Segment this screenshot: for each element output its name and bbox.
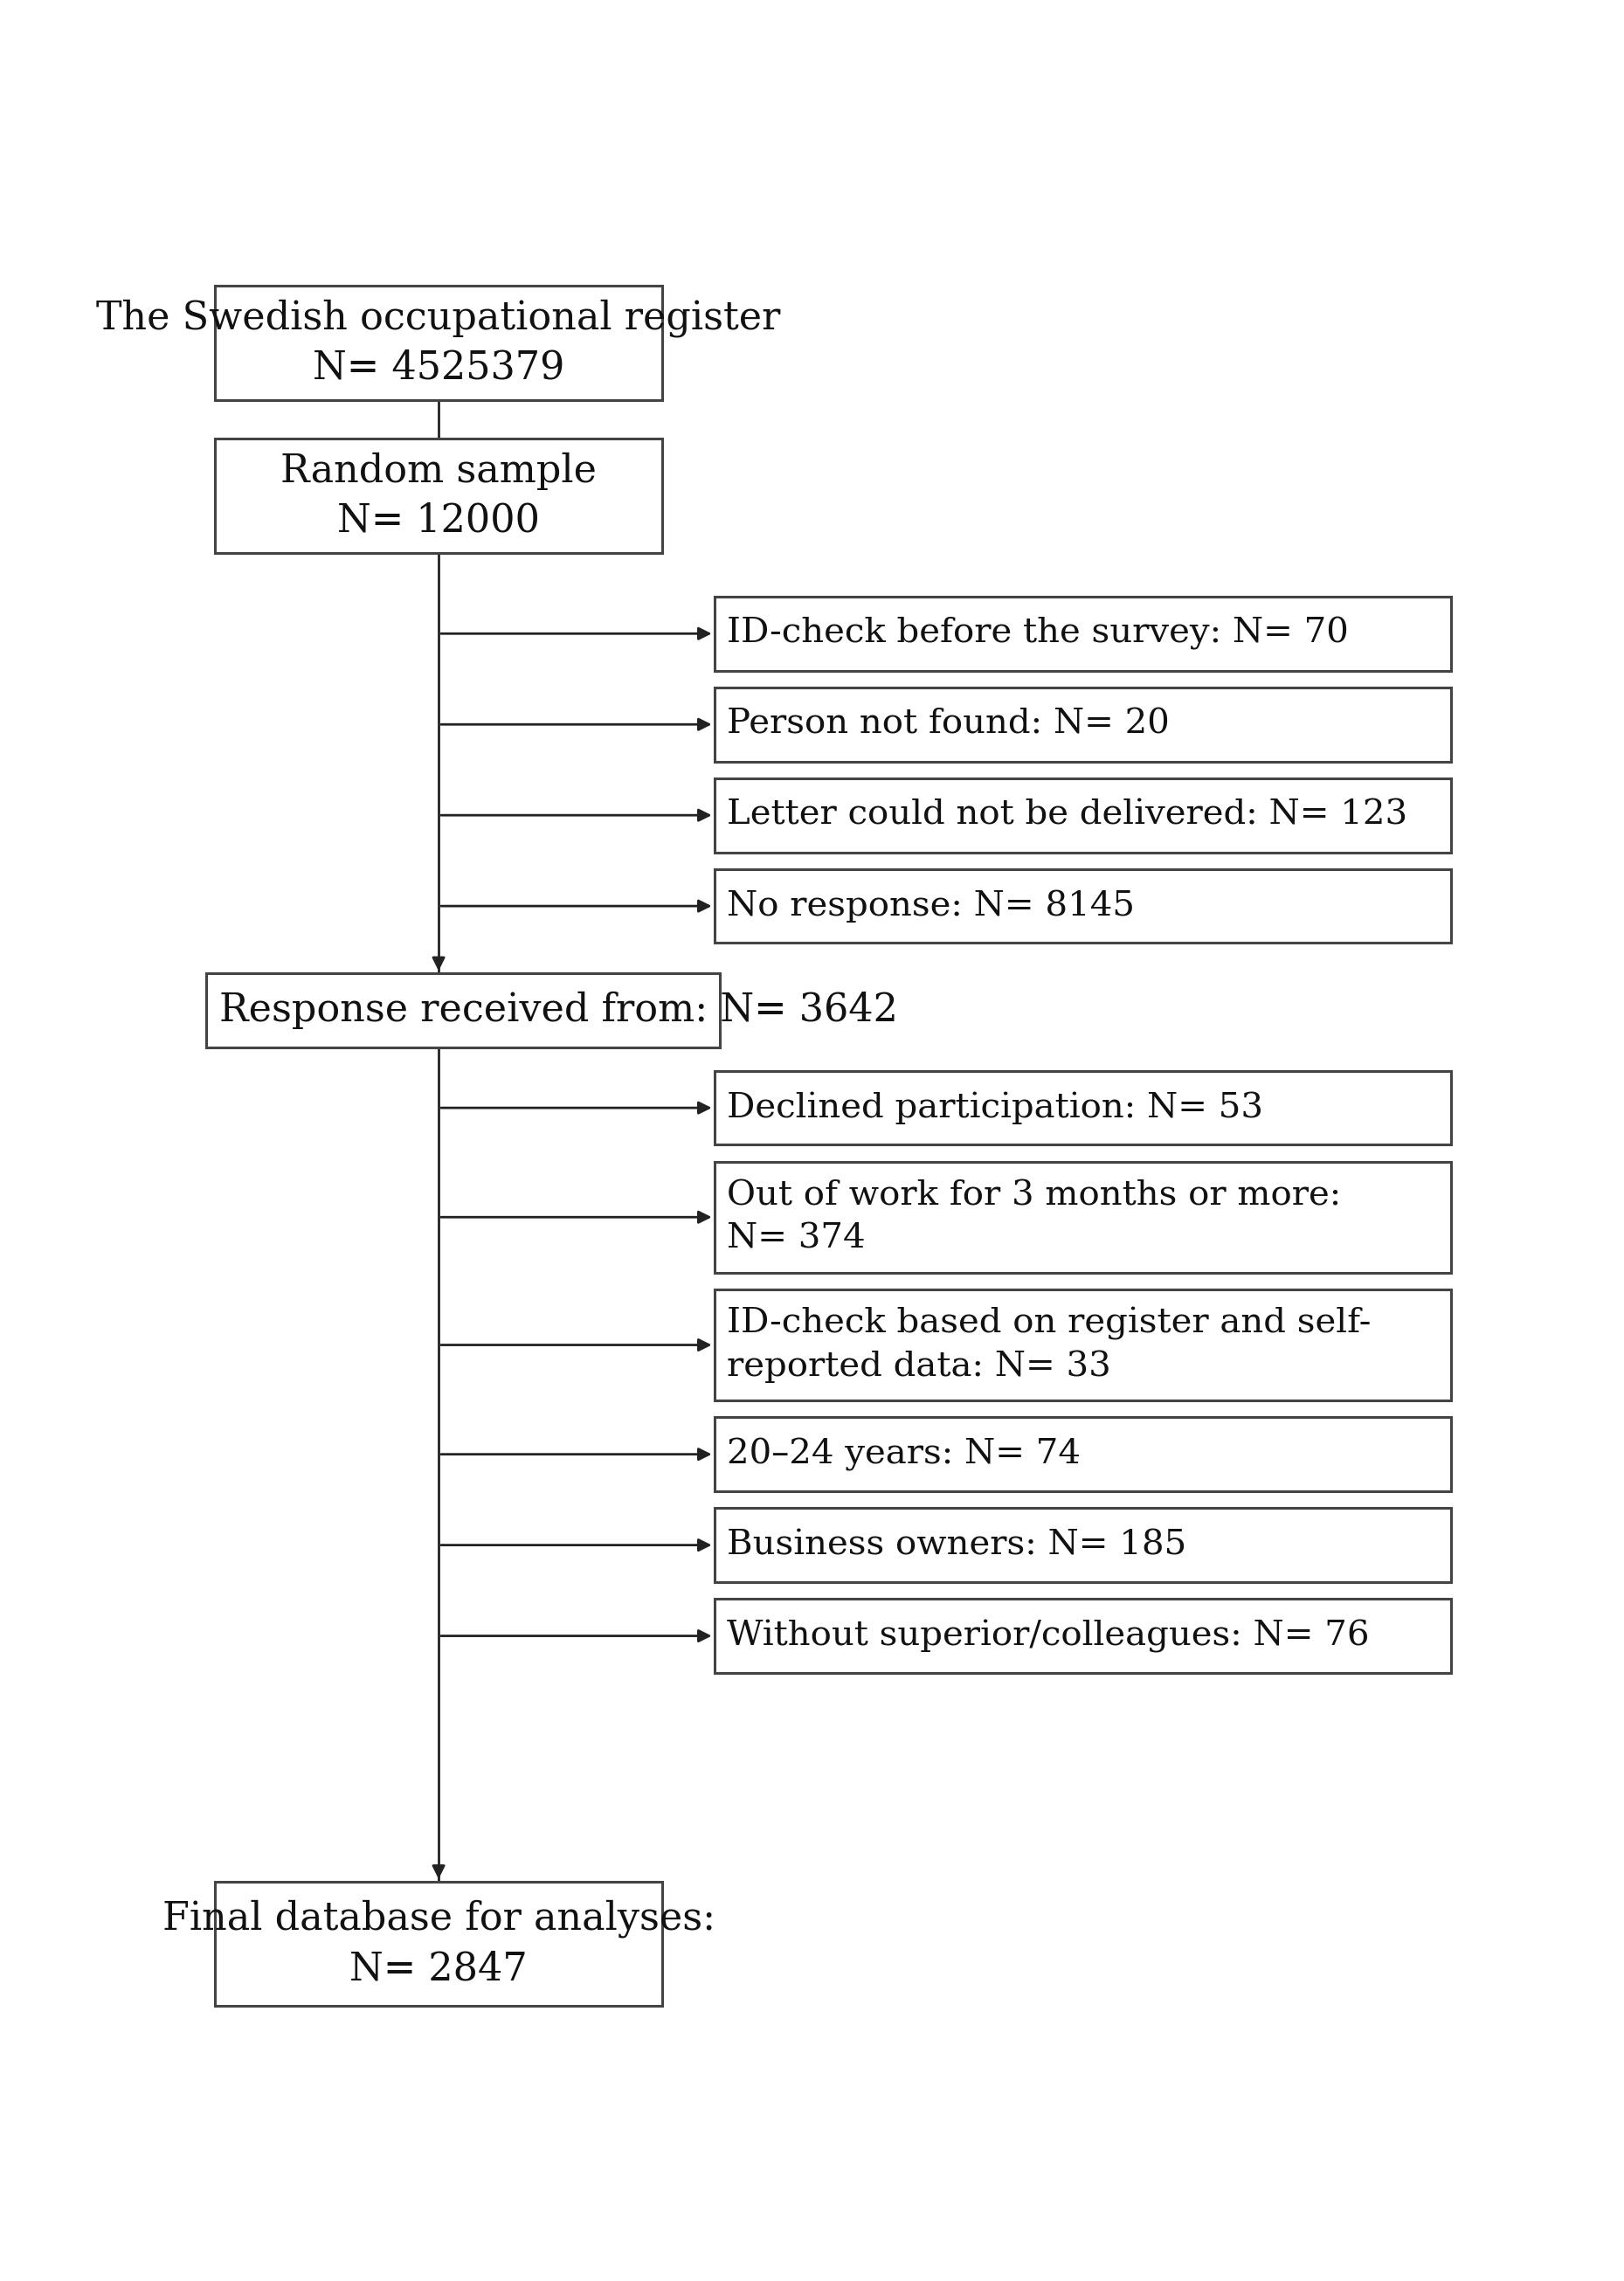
FancyBboxPatch shape (206, 974, 719, 1047)
Text: ID-check before the survey: N= 70: ID-check before the survey: N= 70 (728, 616, 1348, 650)
FancyBboxPatch shape (715, 598, 1450, 671)
FancyBboxPatch shape (715, 1289, 1450, 1401)
FancyBboxPatch shape (715, 778, 1450, 853)
Text: Person not found: N= 20: Person not found: N= 20 (728, 709, 1169, 741)
Text: No response: N= 8145: No response: N= 8145 (728, 890, 1135, 922)
FancyBboxPatch shape (216, 285, 663, 399)
FancyBboxPatch shape (715, 1599, 1450, 1672)
Text: Declined participation: N= 53: Declined participation: N= 53 (728, 1093, 1263, 1125)
Text: Letter could not be delivered: N= 123: Letter could not be delivered: N= 123 (728, 798, 1408, 830)
FancyBboxPatch shape (715, 1417, 1450, 1492)
FancyBboxPatch shape (216, 1882, 663, 2005)
FancyBboxPatch shape (715, 687, 1450, 762)
FancyBboxPatch shape (715, 1070, 1450, 1145)
Text: Business owners: N= 185: Business owners: N= 185 (728, 1528, 1187, 1560)
Text: Out of work for 3 months or more:
N= 374: Out of work for 3 months or more: N= 374 (728, 1179, 1341, 1255)
Text: 20–24 years: N= 74: 20–24 years: N= 74 (728, 1437, 1080, 1471)
Text: Random sample
N= 12000: Random sample N= 12000 (281, 452, 596, 538)
FancyBboxPatch shape (715, 1508, 1450, 1583)
Text: Final database for analyses:
N= 2847: Final database for analyses: N= 2847 (162, 1900, 715, 1987)
Text: The Swedish occupational register
N= 4525379: The Swedish occupational register N= 452… (96, 299, 781, 388)
Text: Response received from: N= 3642: Response received from: N= 3642 (219, 992, 898, 1029)
FancyBboxPatch shape (715, 869, 1450, 942)
Text: Without superior/colleagues: N= 76: Without superior/colleagues: N= 76 (728, 1620, 1369, 1651)
FancyBboxPatch shape (216, 438, 663, 552)
Text: ID-check based on register and self-
reported data: N= 33: ID-check based on register and self- rep… (728, 1307, 1371, 1382)
FancyBboxPatch shape (715, 1161, 1450, 1273)
